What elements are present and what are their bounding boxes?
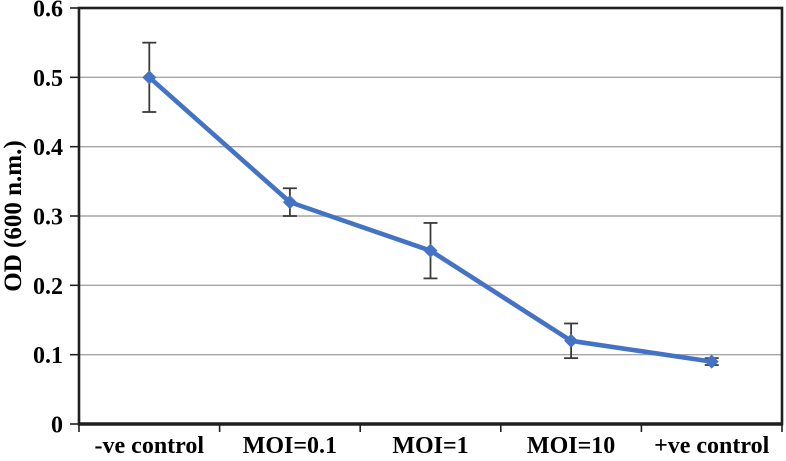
series-line xyxy=(147,75,715,364)
axes xyxy=(70,6,784,432)
axis-tick-labels: 0 0.1 0.2 0.3 0.4 0.5 0.6 -ve control MOI=0.1 MOI… xyxy=(33,0,770,459)
x-category-label: MOI=1 xyxy=(392,433,468,459)
data-point-marker xyxy=(282,195,297,210)
y-tick-label: 0.3 xyxy=(33,205,63,231)
data-point-marker xyxy=(704,354,719,369)
x-category-label: MOI=0.1 xyxy=(243,433,337,459)
y-axis-title: OD (600 n.m.) xyxy=(0,140,27,291)
gridlines xyxy=(79,76,782,356)
y-tick-label: 0.2 xyxy=(33,274,63,300)
data-point-marker xyxy=(142,70,157,85)
y-tick-label: 0.1 xyxy=(33,343,63,369)
x-category-label: +ve control xyxy=(654,433,770,459)
y-tick-label: 0.5 xyxy=(33,66,63,92)
y-tick-label: 0 xyxy=(51,413,63,439)
y-tick-label: 0.4 xyxy=(33,135,63,161)
x-category-label: -ve control xyxy=(95,433,205,459)
data-series xyxy=(142,41,719,369)
x-category-label: MOI=10 xyxy=(527,433,615,459)
data-point-marker xyxy=(423,243,438,258)
y-tick-label: 0.6 xyxy=(33,0,63,23)
data-point-marker xyxy=(564,333,579,348)
